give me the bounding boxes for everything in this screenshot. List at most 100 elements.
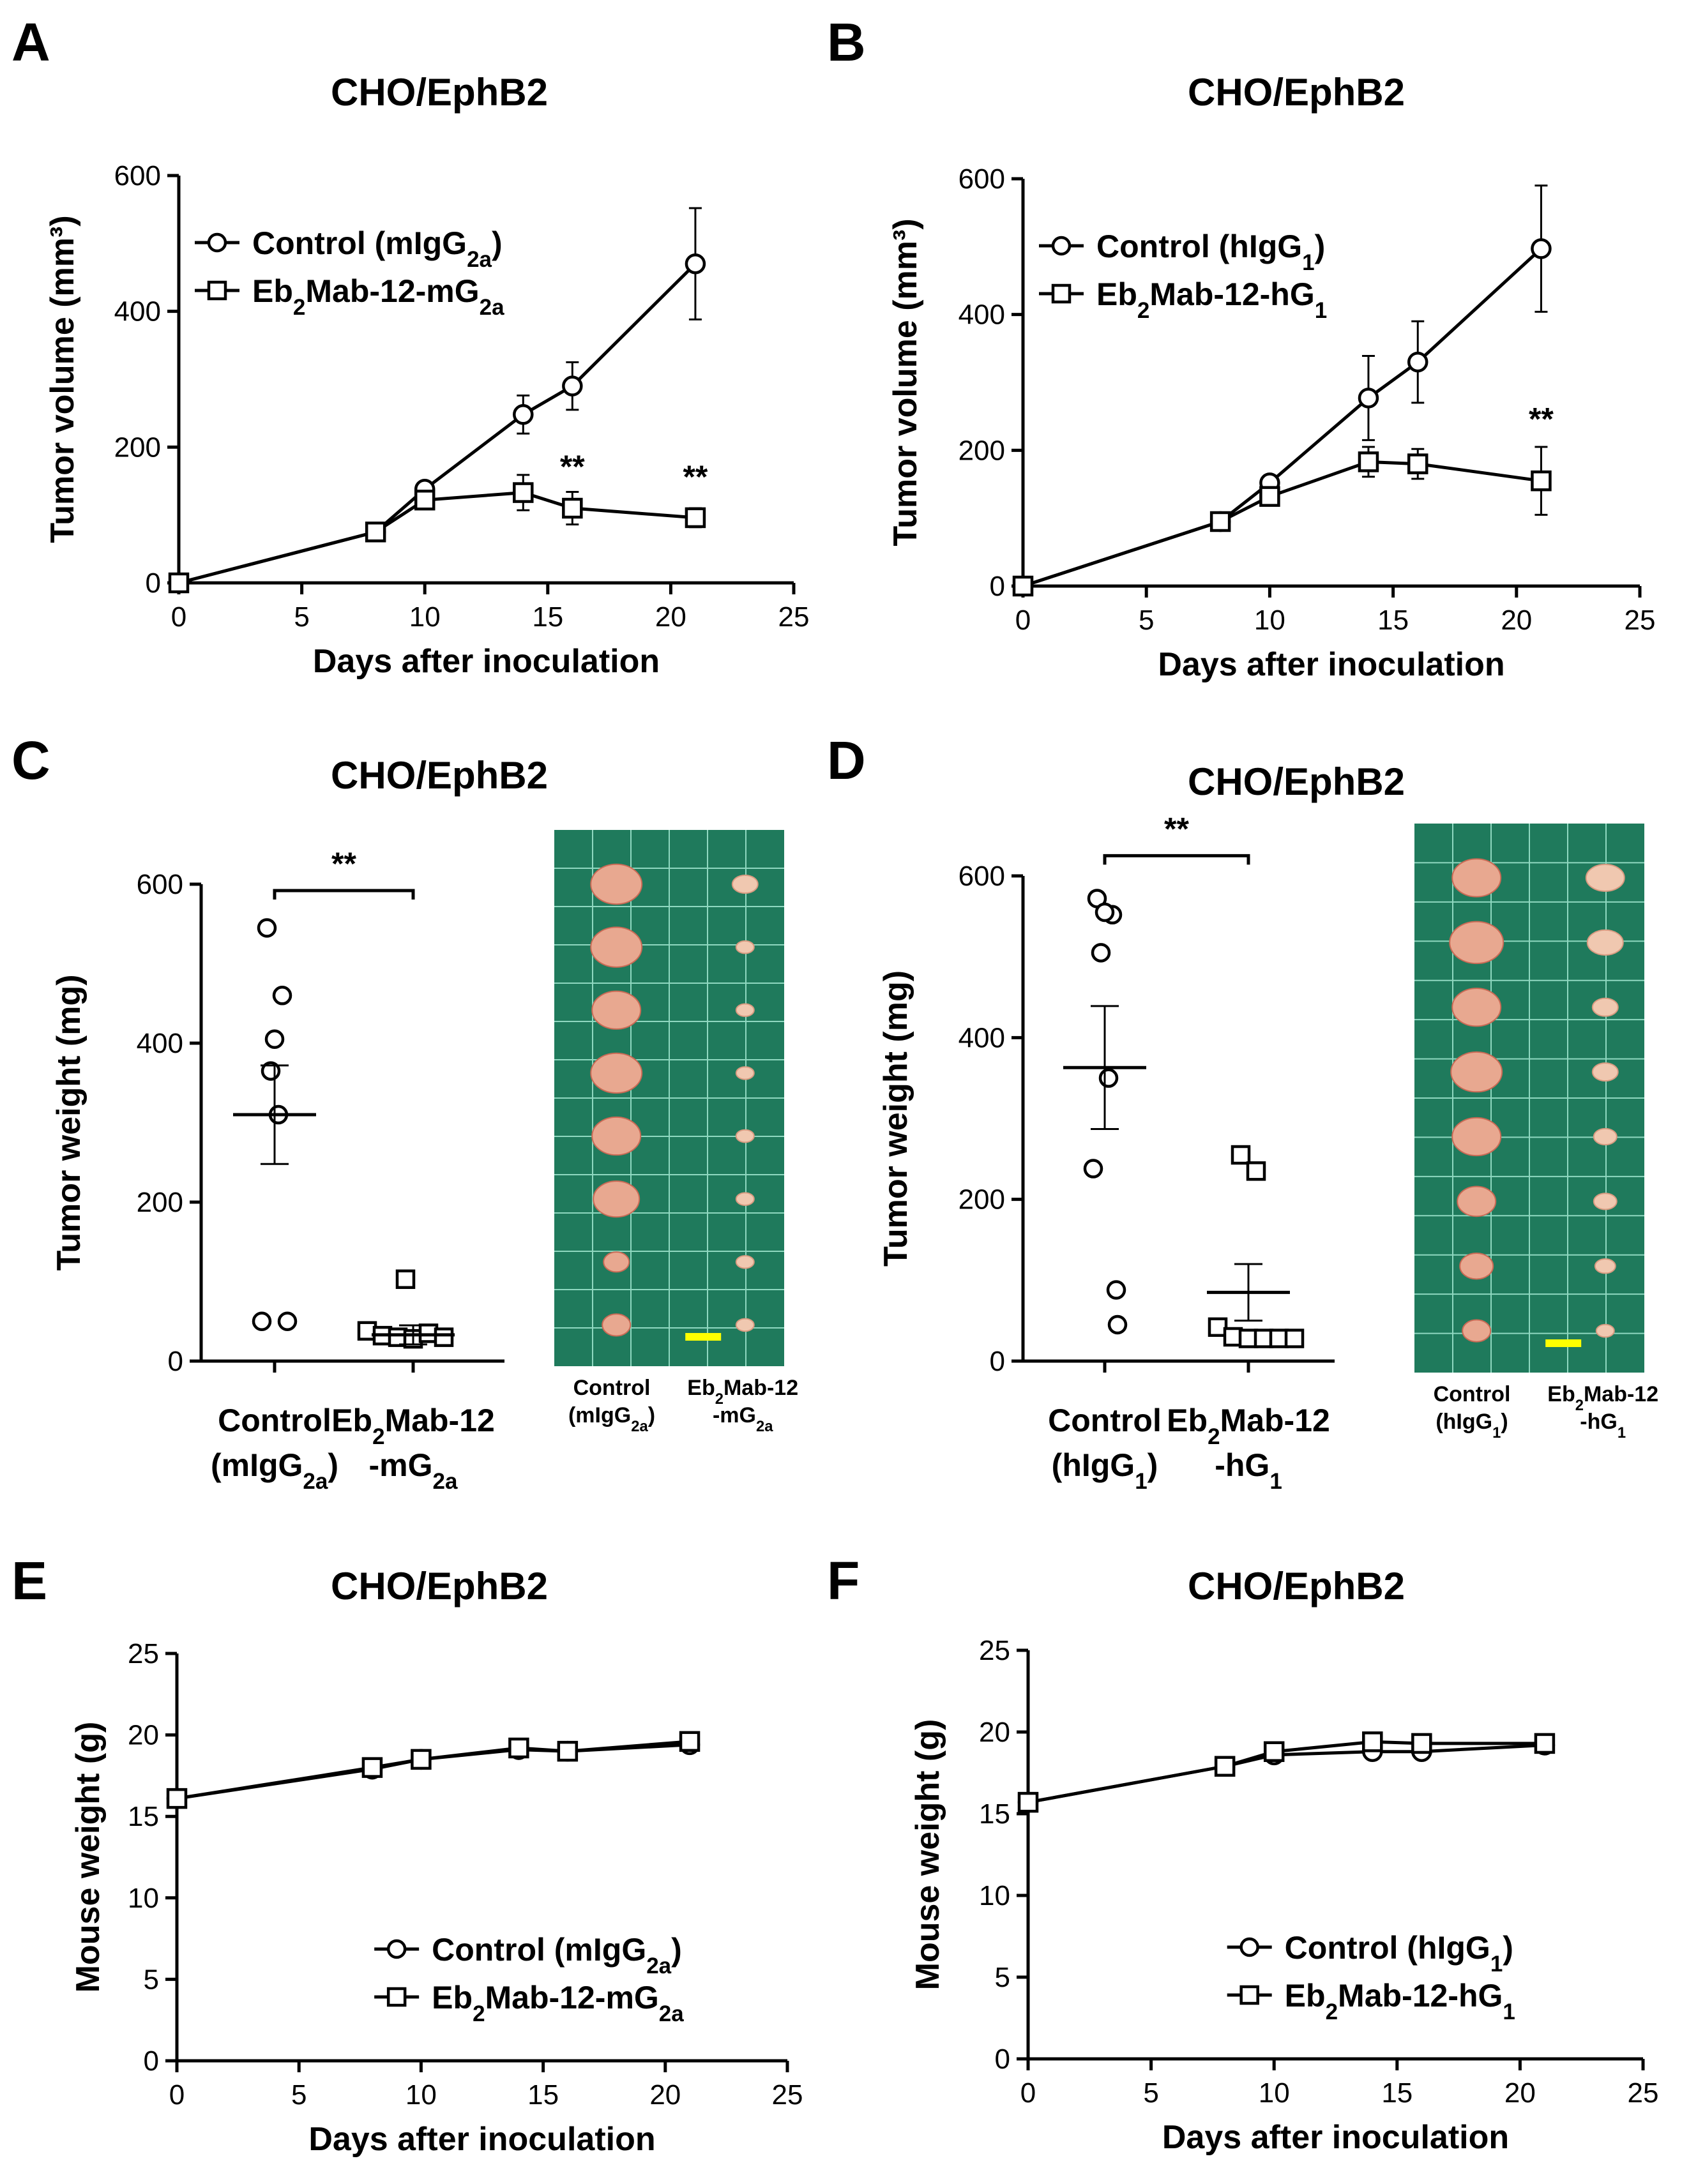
legend-item: Eb2Mab-12-mG2a — [195, 273, 504, 320]
legend-label-sub: 2a — [659, 2001, 684, 2026]
x-axis-label: Days after inoculation — [1158, 646, 1504, 683]
legend-marker — [207, 280, 227, 301]
photo-label-treated-part: -hG — [1580, 1410, 1618, 1434]
tumor-treated — [735, 1318, 755, 1332]
category-label-part: ) — [1148, 1447, 1158, 1483]
tumor-treated — [1594, 1258, 1616, 1274]
x-tick-label: 15 — [532, 601, 563, 633]
category-label-part: Control — [218, 1403, 331, 1438]
series-1 — [1017, 1731, 1556, 1813]
y-tick-label: 20 — [128, 1720, 159, 1751]
x-tick-label: 10 — [1259, 2077, 1290, 2109]
x-tick-label: 0 — [1015, 605, 1031, 636]
panel-a: A CHO/EphB2 0 200 400 600 Tumor volume (mm³) 0 5… — [11, 12, 809, 680]
legend-label-part: Mab-12-mG — [305, 273, 479, 309]
category-label-sub: 2a — [433, 1469, 458, 1494]
y-tick-label: 5 — [995, 1962, 1010, 1993]
tumor-treated — [1593, 1193, 1618, 1210]
series-line — [1027, 1740, 1545, 1804]
data-point — [1263, 1741, 1285, 1762]
legend-label-part: Eb — [1096, 276, 1137, 312]
x-tick-label: 5 — [294, 601, 309, 633]
legend-label-part: Control (mIgG — [252, 225, 467, 261]
group-0 — [1063, 889, 1146, 1335]
data-point — [513, 404, 534, 425]
legend-label: Eb2Mab-12-hG1 — [1096, 276, 1327, 323]
y-tick-label: 600 — [137, 869, 183, 900]
tumor-control — [590, 863, 643, 905]
series-0 — [1017, 1735, 1556, 1813]
legend-item: Control (hIgG1) — [1039, 229, 1325, 275]
x-tick-label: 20 — [1504, 2077, 1536, 2109]
series-line — [1027, 1743, 1545, 1804]
legend-marker — [1239, 1937, 1259, 1957]
y-tick-label: 0 — [990, 571, 1005, 602]
photo-label-treated-sub: 2a — [756, 1418, 773, 1435]
x-tick-label: 10 — [409, 601, 441, 633]
tumor-treated — [735, 1003, 755, 1018]
legend-label: Eb2Mab-12-hG1 — [1285, 1978, 1515, 2024]
data-point — [1214, 1756, 1236, 1777]
photo-label-control-sub: 1 — [1492, 1424, 1501, 1442]
y-tick-label: 5 — [144, 1964, 159, 1995]
photo-label-treated: Eb2Mab-12 — [687, 1376, 798, 1408]
tumor-treated — [1591, 1062, 1619, 1082]
legend-label-sub: 2a — [467, 247, 492, 272]
tumor-treated — [1593, 1127, 1618, 1146]
y-tick-label: 400 — [958, 299, 1005, 331]
panel-letter: F — [827, 1551, 860, 1611]
data-point — [1407, 453, 1428, 474]
data-point — [361, 1757, 383, 1778]
y-tick-label: 15 — [979, 1798, 1010, 1830]
data-point — [252, 1311, 272, 1331]
data-point — [414, 490, 436, 511]
data-point — [562, 497, 583, 519]
tumor-control — [1459, 1252, 1494, 1280]
x-axis-label: Days after inoculation — [1162, 2119, 1509, 2156]
series-0 — [168, 207, 706, 594]
tumor-control — [1451, 988, 1502, 1027]
legend-marker — [207, 232, 227, 253]
panel-title: CHO/EphB2 — [331, 1565, 548, 1608]
data-point — [166, 1788, 188, 1809]
legend-label-sub: 1 — [1490, 1952, 1503, 1977]
legend-label-sub: 2 — [1137, 298, 1149, 323]
legend-label-sub: 1 — [1302, 250, 1314, 275]
legend-label-part: Eb — [1285, 1978, 1326, 2014]
x-tick-label: 25 — [1628, 2077, 1659, 2109]
y-tick-label: 0 — [146, 568, 161, 599]
panel-f: F CHO/EphB2 0 5 10 15 20 25 Mouse weight (g) 0 5 10… — [827, 1551, 1658, 2156]
data-point — [1254, 1329, 1274, 1348]
tumor-treated — [735, 1066, 755, 1080]
tumor-control — [591, 990, 642, 1030]
panel-b: B CHO/EphB2 0 200 400 600 Tumor volume (mm³) 0 5… — [827, 12, 1655, 683]
photo-label-control-part: (mIgG — [568, 1403, 631, 1427]
category-label: (mIgG2a) — [211, 1447, 338, 1494]
category-label-sub: 2 — [1208, 1424, 1220, 1449]
data-point — [1534, 1733, 1556, 1754]
data-point — [1411, 1733, 1432, 1754]
tumor-treated — [1585, 864, 1625, 892]
legend-label-part: Mab-12-mG — [485, 1980, 659, 2015]
legend-label-part: Eb — [432, 1980, 473, 2015]
series-1 — [166, 1731, 701, 1809]
legend-label-part: ) — [492, 225, 503, 261]
data-point — [513, 482, 534, 503]
tumor-treated — [735, 1192, 755, 1206]
category-label-part: Mab-12 — [1220, 1403, 1330, 1438]
series-line — [1022, 460, 1542, 588]
legend-label: Control (hIgG1) — [1096, 229, 1325, 275]
photo-label-treated-part: -mG — [713, 1403, 756, 1427]
legend-label: Control (mIgG2a) — [432, 1932, 682, 1978]
tumor-control — [1451, 1117, 1502, 1157]
legend-label-sub: 2 — [293, 295, 305, 320]
tumor-treated — [731, 875, 759, 894]
data-point — [562, 375, 583, 396]
y-tick-label: 600 — [958, 861, 1005, 892]
legend-item: Control (hIgG1) — [1227, 1930, 1513, 1977]
y-tick-label: 200 — [958, 435, 1005, 466]
category-label-part: Control — [1048, 1403, 1162, 1438]
photo-label-control-sub: 2a — [631, 1418, 648, 1435]
legend-item: Eb2Mab-12-mG2a — [374, 1980, 684, 2026]
panel-c: C CHO/EphB2 0 200 400 600 Tumor weight (mg) Con… — [11, 730, 798, 1494]
